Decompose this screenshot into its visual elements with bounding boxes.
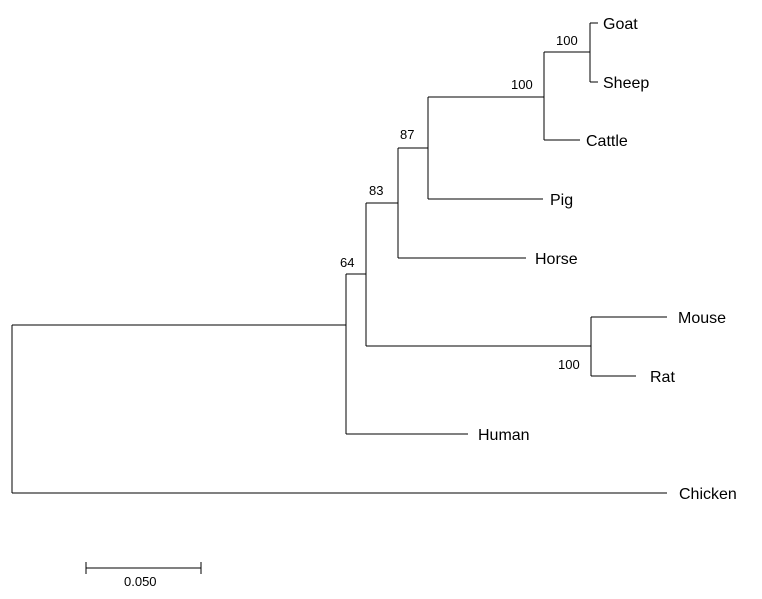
taxon-label-human: Human [478,427,530,444]
bootstrap-label-artiodactyla: 87 [400,127,414,142]
bootstrap-label-node64: 64 [340,255,354,270]
taxon-label-pig: Pig [550,192,573,209]
bootstrap-label-ruminants: 100 [511,77,533,92]
taxon-label-chicken: Chicken [679,486,737,503]
taxon-label-sheep: Sheep [603,75,649,92]
bootstrap-label-rodents: 100 [558,357,580,372]
taxon-label-mouse: Mouse [678,310,726,327]
taxon-label-goat: Goat [603,16,638,33]
scale-bar-label: 0.050 [124,574,157,589]
taxon-label-rat: Rat [650,369,675,386]
bootstrap-label-node83: 83 [369,183,383,198]
bootstrap-label-caprines: 100 [556,33,578,48]
scale-bar: 0.050 [85,562,202,589]
taxon-label-cattle: Cattle [586,133,628,150]
taxon-label-horse: Horse [535,251,578,268]
